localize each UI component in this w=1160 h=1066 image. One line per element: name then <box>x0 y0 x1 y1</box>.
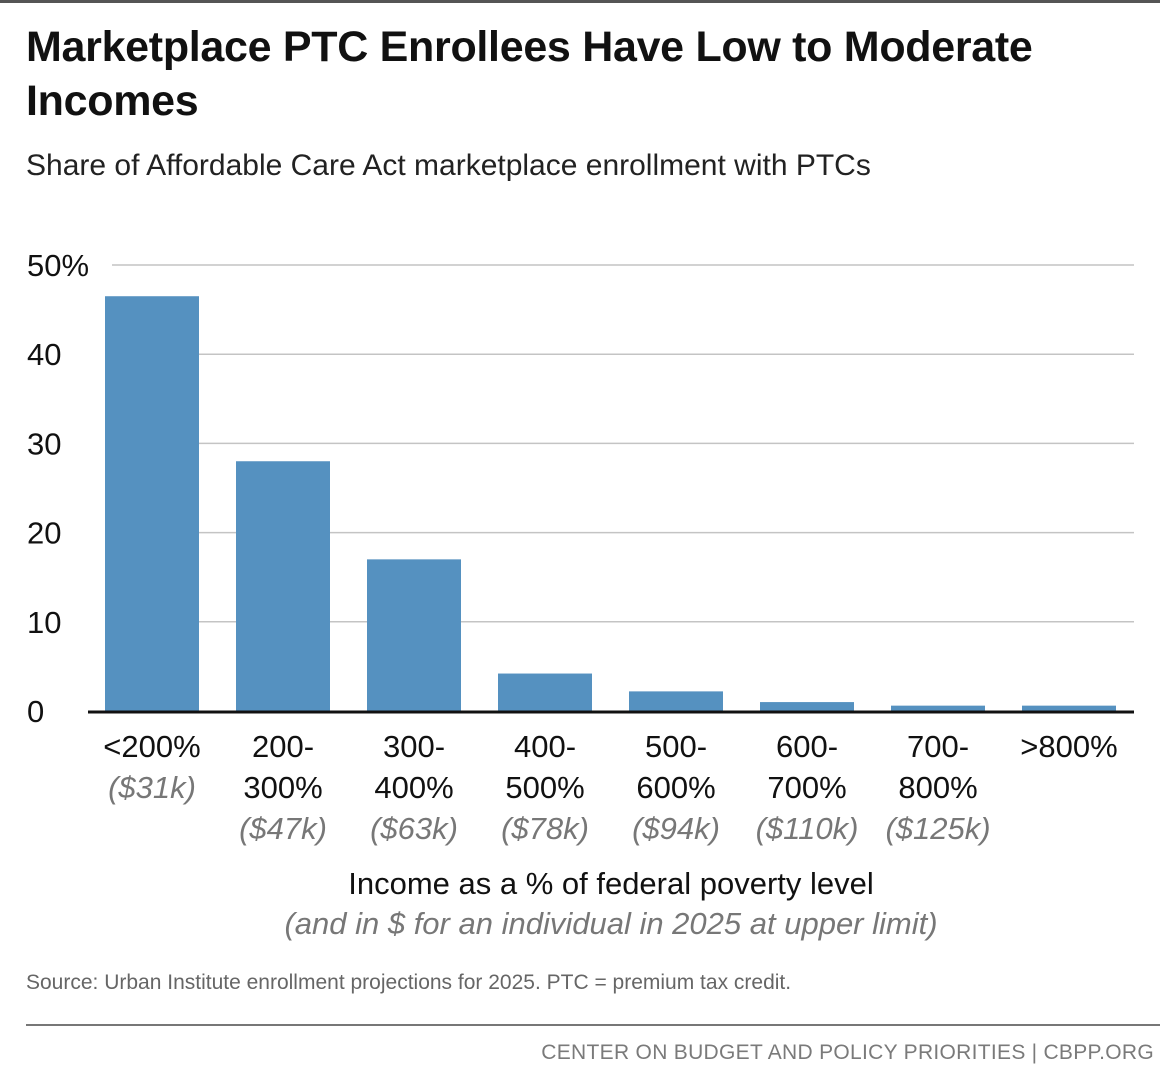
x-tick-dollar-label: ($63k) <box>370 811 458 846</box>
footer-site: CBPP.ORG <box>1043 1041 1154 1064</box>
x-tick-dollar-label: ($78k) <box>501 811 589 846</box>
x-tick-label: 500% <box>505 770 584 805</box>
x-tick-label: 700% <box>767 770 846 805</box>
x-tick-label: 400% <box>374 770 453 805</box>
bar <box>105 296 199 711</box>
y-tick-label: 10 <box>27 605 61 640</box>
bar <box>891 705 985 711</box>
bar <box>236 461 330 711</box>
bar <box>498 673 592 711</box>
bar-chart: 0 10 20 30 40 50% <200% ($31k) 200- 300% ($47k) 30… <box>27 248 1134 941</box>
bar <box>760 702 854 711</box>
bar <box>1022 705 1116 711</box>
x-tick-label: 700- <box>907 729 969 764</box>
x-tick-dollar-label: ($125k) <box>885 811 990 846</box>
x-tick-label: <200% <box>103 729 200 764</box>
y-tick-label: 20 <box>27 516 61 551</box>
top-rule <box>0 0 1160 3</box>
footer: CENTER ON BUDGET AND POLICY PRIORITIES | C… <box>541 1040 1154 1066</box>
x-tick-dollar-label: ($94k) <box>632 811 720 846</box>
x-tick-label: 600- <box>776 729 838 764</box>
y-tick-label: 50% <box>27 248 89 283</box>
y-tick-label: 40 <box>27 337 61 372</box>
chart-subtitle: Share of Affordable Care Act marketplace… <box>26 149 871 182</box>
source-note: Source: Urban Institute enrollment proje… <box>26 971 792 994</box>
x-tick-dollar-label: ($47k) <box>239 811 327 846</box>
x-axis-title: Income as a % of federal poverty level <box>348 866 874 901</box>
x-tick-label: 400- <box>514 729 576 764</box>
bars <box>105 296 1116 711</box>
chart-title: Marketplace PTC Enrollees Have Low to Mo… <box>26 23 1033 125</box>
footer-divider: | <box>1031 1041 1038 1064</box>
bar <box>367 559 461 711</box>
x-tick-label: >800% <box>1020 729 1117 764</box>
x-tick-label: 300% <box>243 770 322 805</box>
x-tick-dollar-label: ($110k) <box>756 811 859 846</box>
bottom-rule <box>26 1024 1160 1026</box>
x-axis-ticks: <200% ($31k) 200- 300% ($47k) 300- 400% ($63k) 4… <box>103 729 1117 846</box>
y-tick-label: 0 <box>27 694 44 729</box>
x-tick-label: 300- <box>383 729 445 764</box>
x-tick-label: 500- <box>645 729 707 764</box>
y-axis-ticks: 0 10 20 30 40 50% <box>27 248 89 729</box>
x-tick-label: 800% <box>898 770 977 805</box>
x-tick-label: 600% <box>636 770 715 805</box>
x-tick-label: 200- <box>252 729 314 764</box>
footer-org: CENTER ON BUDGET AND POLICY PRIORITIES <box>541 1041 1026 1064</box>
bar <box>629 691 723 711</box>
x-tick-dollar-label: ($31k) <box>108 770 196 805</box>
x-axis-subtitle: (and in $ for an individual in 2025 at u… <box>284 906 937 941</box>
y-tick-label: 30 <box>27 426 61 461</box>
